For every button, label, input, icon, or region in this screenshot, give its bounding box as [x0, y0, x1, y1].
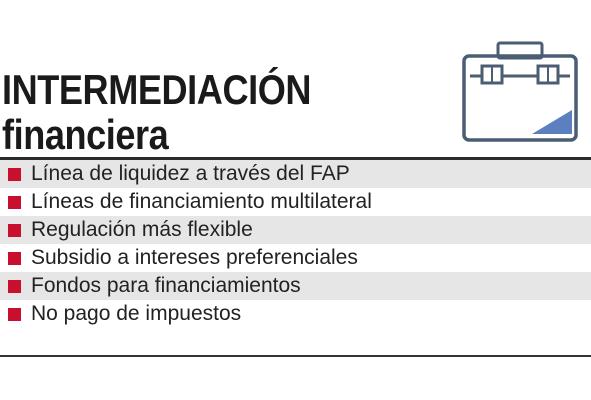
list-item-label: No pago de impuestos: [31, 302, 242, 325]
bullet-square-icon: [8, 251, 21, 265]
briefcase-icon: [460, 40, 580, 144]
bullet-square-icon: [8, 279, 21, 293]
top-divider: [0, 157, 591, 160]
bullet-square-icon: [8, 307, 21, 321]
list-item: No pago de impuestos: [0, 300, 591, 328]
list-item: Línea de liquidez a través del FAP: [0, 160, 591, 188]
bullet-square-icon: [8, 167, 21, 181]
title-line-1: INTERMEDIACIÓN: [2, 66, 312, 113]
list-item-label: Fondos para financiamientos: [31, 274, 301, 297]
title-line-2: financiera: [2, 111, 169, 158]
bullet-square-icon: [8, 223, 21, 237]
list-item-label: Líneas de financiamiento multilateral: [31, 190, 372, 213]
bottom-divider: [0, 355, 591, 357]
list-item: Fondos para financiamientos: [0, 272, 591, 300]
bullet-square-icon: [8, 195, 21, 209]
list-item: Subsidio a intereses preferenciales: [0, 244, 591, 272]
feature-list: Línea de liquidez a través del FAP Línea…: [0, 160, 591, 328]
list-item: Líneas de financiamiento multilateral: [0, 188, 591, 216]
list-item-label: Regulación más flexible: [31, 218, 253, 241]
list-item-label: Línea de liquidez a través del FAP: [31, 162, 350, 185]
list-item-label: Subsidio a intereses preferenciales: [31, 246, 358, 269]
list-item: Regulación más flexible: [0, 216, 591, 244]
